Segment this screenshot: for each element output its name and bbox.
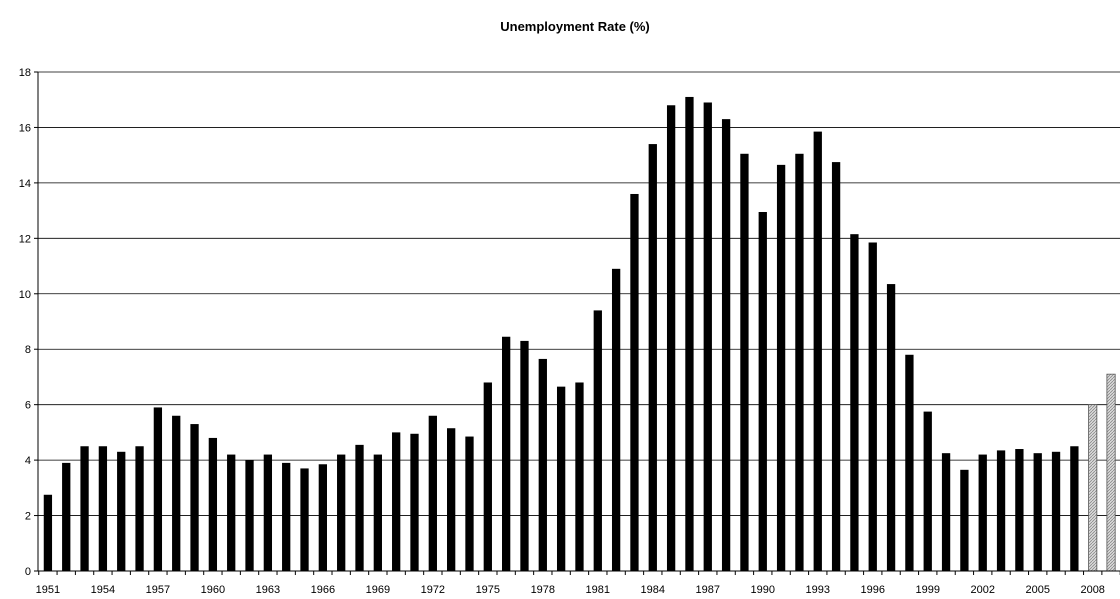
gridlines	[38, 71, 1120, 516]
bars	[43, 96, 1116, 572]
bar	[153, 407, 163, 571]
bar	[740, 153, 749, 571]
x-tick-label: 1978	[531, 584, 555, 596]
y-tick-label: 8	[25, 344, 31, 356]
x-tick-label: 1981	[586, 584, 610, 596]
bar	[392, 432, 401, 571]
bar	[575, 382, 584, 571]
x-tick-label: 1990	[751, 584, 775, 596]
bar	[502, 336, 511, 571]
x-tick-label: 1999	[915, 584, 939, 596]
bar	[685, 96, 694, 571]
x-tick-label: 1954	[91, 584, 115, 596]
x-tick-label: 1996	[861, 584, 885, 596]
bar	[611, 268, 621, 571]
bar	[886, 284, 896, 571]
bar	[593, 310, 602, 571]
y-axis-ticks: 0 2 4 6 8 10 12 14 16 18	[19, 67, 38, 578]
bar	[465, 436, 474, 571]
bar	[208, 437, 218, 571]
bar	[630, 193, 639, 571]
bar	[373, 454, 382, 571]
bar	[1070, 446, 1079, 571]
bar	[960, 469, 969, 571]
bar	[868, 242, 877, 571]
projected-bar	[1106, 373, 1116, 572]
y-tick-label: 2	[25, 511, 31, 523]
bar	[996, 450, 1006, 571]
bar	[538, 358, 547, 571]
bar	[62, 462, 71, 571]
bar	[556, 386, 566, 571]
x-tick-label: 1957	[146, 584, 170, 596]
x-axis-ticks: 1951 1954 1957 1960 1963 1966 1969 1972 1975 1978…	[36, 571, 1120, 596]
bar	[905, 354, 914, 571]
bar	[703, 102, 712, 571]
bar	[337, 454, 346, 571]
x-tick-label: 1960	[201, 584, 225, 596]
bar	[117, 451, 126, 571]
bar	[666, 105, 676, 572]
bar	[355, 444, 364, 571]
bar	[941, 453, 951, 571]
y-tick-label: 12	[19, 233, 31, 245]
bar	[245, 460, 254, 571]
bar	[172, 415, 181, 571]
y-tick-label: 4	[25, 455, 31, 467]
bar	[1015, 449, 1024, 571]
bar	[428, 415, 437, 571]
x-tick-label: 2008	[1080, 584, 1104, 596]
bar	[758, 211, 767, 571]
x-tick-label: 2002	[970, 584, 994, 596]
bar	[98, 446, 108, 571]
projected-bar	[1088, 404, 1098, 572]
bar	[721, 119, 731, 571]
bar	[190, 424, 199, 571]
bar	[978, 454, 987, 571]
bar	[1051, 451, 1061, 571]
x-tick-label: 1993	[806, 584, 830, 596]
bar	[135, 446, 144, 571]
bar	[648, 144, 657, 572]
x-tick-label: 1972	[421, 584, 445, 596]
chart-title: Unemployment Rate (%)	[500, 19, 650, 34]
bar	[263, 454, 273, 571]
bar	[776, 164, 786, 571]
y-tick-label: 14	[19, 178, 31, 190]
y-tick-label: 6	[25, 400, 31, 412]
x-tick-label: 1975	[476, 584, 500, 596]
x-tick-label: 1984	[641, 584, 665, 596]
bar	[447, 428, 456, 571]
y-tick-label: 16	[19, 122, 31, 134]
x-tick-label: 1987	[696, 584, 720, 596]
x-tick-label: 2005	[1025, 584, 1049, 596]
x-tick-label: 1963	[256, 584, 280, 596]
y-tick-label: 0	[25, 566, 31, 578]
bar	[483, 382, 492, 571]
y-tick-label: 18	[19, 67, 31, 79]
bar	[1033, 453, 1042, 571]
bar	[227, 454, 236, 571]
bar	[318, 464, 327, 571]
bar	[795, 153, 804, 571]
x-tick-label: 1969	[366, 584, 390, 596]
bar	[813, 131, 822, 571]
bar	[850, 234, 859, 572]
bar	[831, 162, 841, 571]
bar	[282, 462, 291, 571]
x-tick-label: 1966	[311, 584, 335, 596]
x-tick-label: 1951	[36, 584, 60, 596]
bar	[43, 494, 53, 571]
y-tick-label: 10	[19, 289, 31, 301]
bar	[923, 411, 932, 571]
bar	[300, 468, 309, 571]
bar	[80, 446, 89, 571]
bar	[520, 340, 529, 571]
bar	[410, 433, 419, 571]
